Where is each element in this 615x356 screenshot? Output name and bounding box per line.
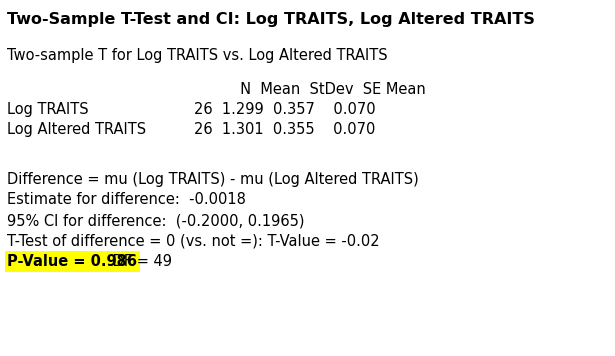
Text: DF = 49: DF = 49 <box>108 254 172 269</box>
Text: T-Test of difference = 0 (vs. not =): T-Value = -0.02: T-Test of difference = 0 (vs. not =): T-… <box>7 234 380 248</box>
Text: Log Altered TRAITS: Log Altered TRAITS <box>7 122 146 137</box>
Text: 26  1.301  0.355    0.070: 26 1.301 0.355 0.070 <box>194 122 375 137</box>
Text: 26  1.299  0.357    0.070: 26 1.299 0.357 0.070 <box>194 102 375 117</box>
Text: P-Value = 0.986: P-Value = 0.986 <box>7 254 137 269</box>
Text: Estimate for difference:  -0.0018: Estimate for difference: -0.0018 <box>7 193 246 208</box>
Text: Log TRAITS: Log TRAITS <box>7 102 89 117</box>
Text: Two-Sample T-Test and CI: Log TRAITS, Log Altered TRAITS: Two-Sample T-Test and CI: Log TRAITS, Lo… <box>7 12 535 27</box>
Text: N  Mean  StDev  SE Mean: N Mean StDev SE Mean <box>194 82 426 97</box>
Text: Two-sample T for Log TRAITS vs. Log Altered TRAITS: Two-sample T for Log TRAITS vs. Log Alte… <box>7 48 388 63</box>
Text: 95% CI for difference:  (-0.2000, 0.1965): 95% CI for difference: (-0.2000, 0.1965) <box>7 213 305 228</box>
Text: Difference = mu (Log TRAITS) - mu (Log Altered TRAITS): Difference = mu (Log TRAITS) - mu (Log A… <box>7 172 419 187</box>
